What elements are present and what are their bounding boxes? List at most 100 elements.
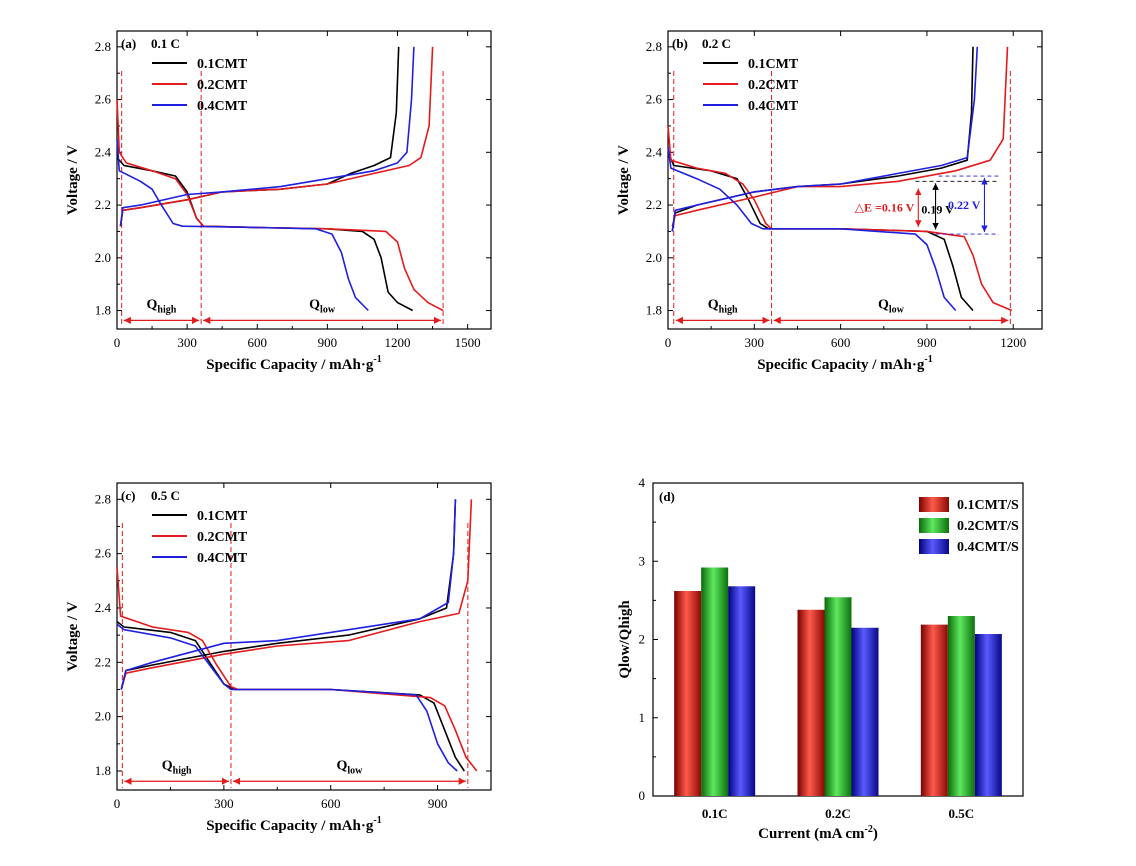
y-tick-label: 2.4 bbox=[95, 144, 112, 159]
y-tick-label: 2.0 bbox=[95, 709, 111, 724]
y-axis-label: Voltage / V bbox=[616, 145, 632, 215]
x-tick-label: 600 bbox=[248, 335, 268, 350]
q-label: Qlow bbox=[336, 758, 363, 776]
curve-0.4CMT-discharge bbox=[116, 623, 458, 772]
delta-e-label: △E =0.16 V bbox=[855, 201, 915, 215]
curve-0.2CMT-charge bbox=[120, 499, 473, 690]
panel-d-qlow-qhigh-bar-chart: 0 1 2 3 4 0.1C 0.2C 0.5C Current (mA cm-2) Qlow/Q… bbox=[617, 475, 1024, 842]
q-label-sub: high bbox=[719, 304, 738, 315]
curve-0.2CMT-charge bbox=[119, 46, 434, 227]
bar-0.2CMT/S-0.5C bbox=[947, 616, 975, 796]
x-tick-label: 900 bbox=[318, 335, 338, 350]
y-tick-label: 2.6 bbox=[95, 546, 112, 561]
x-axis-label: Specific Capacity / mAh·g-1 bbox=[206, 815, 381, 834]
legend-swatch-0.4CMT/S bbox=[919, 539, 949, 554]
legend-label: 0.2CMT bbox=[748, 78, 799, 93]
x-tick-label: 300 bbox=[745, 335, 765, 350]
legend-label: 0.4CMT bbox=[197, 99, 248, 114]
x-tick-label: 900 bbox=[917, 335, 937, 350]
curve-0.2CMT-discharge bbox=[116, 567, 478, 772]
y-tick-label: 3 bbox=[639, 553, 646, 568]
x-axis-label-sup: -1 bbox=[924, 354, 932, 365]
y-axis-label: Voltage / V bbox=[65, 145, 81, 215]
legend-label: 0.4CMT/S bbox=[957, 540, 1019, 555]
q-label-sub: low bbox=[320, 304, 336, 315]
delta-e-label: 0.19 V bbox=[921, 202, 954, 216]
y-tick-label: 2.8 bbox=[95, 491, 111, 506]
curve-0.1CMT-charge bbox=[120, 499, 457, 690]
y-tick-label: 2.2 bbox=[646, 197, 662, 212]
legend-label: 0.2CMT bbox=[197, 530, 248, 545]
x-tick-label: 1200 bbox=[385, 335, 411, 350]
panel-a-voltage-capacity-0.1C: 0 300 600 900 1200 1500 1.8 2.0 2.2 2.4 2.6 2.8 Spec… bbox=[65, 30, 492, 373]
q-label-main: Q bbox=[336, 758, 347, 773]
plot-frame bbox=[667, 30, 1043, 330]
legend-label: 0.2CMT bbox=[197, 78, 248, 93]
q-label-sub: high bbox=[173, 765, 192, 776]
bar-0.4CMT/S-0.5C bbox=[974, 634, 1002, 796]
x-axis-label-main: Current (mA cm bbox=[758, 826, 865, 842]
delta-e-label: 0.22 V bbox=[948, 198, 981, 212]
legend-label: 0.2CMT/S bbox=[957, 519, 1019, 534]
y-tick-label: 2.8 bbox=[646, 39, 662, 54]
q-label-main: Q bbox=[147, 297, 158, 312]
y-tick-label: 1.8 bbox=[95, 303, 111, 318]
q-label: Qlow bbox=[878, 297, 905, 315]
panel-label: (d) bbox=[659, 489, 675, 504]
y-axis-label: Voltage / V bbox=[65, 601, 81, 671]
curve-0.4CMT-discharge bbox=[667, 146, 957, 312]
x-tick-label: 0 bbox=[114, 335, 121, 350]
y-tick-label: 1.8 bbox=[95, 763, 111, 778]
y-tick-label: 0 bbox=[639, 788, 646, 803]
x-tick-label: 300 bbox=[214, 796, 234, 811]
y-axis-label: Qlow/Qhigh bbox=[617, 600, 633, 679]
y-tick-label: 2.8 bbox=[95, 39, 111, 54]
y-tick-label: 4 bbox=[639, 475, 646, 490]
rate-label: 0.5 C bbox=[151, 488, 180, 503]
curve-0.4CMT-charge bbox=[119, 46, 415, 227]
legend-label: 0.1CMT/S bbox=[957, 498, 1019, 513]
x-tick-label: 0.2C bbox=[825, 806, 851, 821]
y-tick-label: 2.4 bbox=[646, 144, 663, 159]
x-axis-label-sup: -2 bbox=[865, 824, 873, 835]
q-label: Qhigh bbox=[147, 297, 177, 315]
q-label-sub: low bbox=[347, 765, 363, 776]
x-tick-label: 0.1C bbox=[702, 806, 728, 821]
y-tick-label: 2 bbox=[639, 632, 646, 647]
curve-0.4CMT-charge bbox=[671, 46, 979, 232]
bar-0.1CMT/S-0.1C bbox=[674, 590, 702, 796]
y-tick-label: 2.6 bbox=[646, 92, 663, 107]
q-label: Qhigh bbox=[708, 297, 738, 315]
x-tick-label: 600 bbox=[831, 335, 851, 350]
curve-0.2CMT-charge bbox=[671, 46, 1009, 227]
plot-frame bbox=[116, 482, 492, 791]
rate-label: 0.2 C bbox=[702, 36, 731, 51]
x-axis-label: Specific Capacity / mAh·g-1 bbox=[206, 354, 381, 373]
panel-label: (c) bbox=[121, 488, 135, 503]
curve-0.1CMT-charge bbox=[119, 46, 400, 227]
x-tick-label: 1200 bbox=[1000, 335, 1026, 350]
x-tick-label: 900 bbox=[428, 796, 448, 811]
x-axis-label-main: Specific Capacity / mAh·g bbox=[206, 818, 374, 834]
y-tick-label: 1 bbox=[639, 710, 646, 725]
q-label-main: Q bbox=[162, 758, 173, 773]
legend-label: 0.4CMT bbox=[197, 551, 248, 566]
q-label: Qlow bbox=[309, 297, 336, 315]
x-axis-label-tail: ) bbox=[873, 826, 878, 842]
legend-swatch-0.1CMT/S bbox=[919, 497, 949, 512]
panel-b-voltage-capacity-0.2C: 0 300 600 900 1200 1.8 2.0 2.2 2.4 2.6 2.8 Specific… bbox=[616, 30, 1043, 373]
q-label-main: Q bbox=[309, 297, 320, 312]
bar-0.4CMT/S-0.2C bbox=[851, 627, 879, 796]
curve-0.4CMT-discharge bbox=[116, 139, 369, 312]
curve-0.1CMT-discharge bbox=[116, 157, 414, 312]
x-tick-label: 0 bbox=[114, 796, 121, 811]
x-tick-label: 600 bbox=[321, 796, 341, 811]
y-tick-label: 1.8 bbox=[646, 303, 662, 318]
y-tick-label: 2.0 bbox=[646, 250, 662, 265]
y-tick-label: 2.2 bbox=[95, 654, 111, 669]
rate-label: 0.1 C bbox=[151, 36, 180, 51]
y-tick-label: 2.4 bbox=[95, 600, 112, 615]
plot-frame bbox=[116, 30, 492, 330]
legend-label: 0.4CMT bbox=[748, 99, 799, 114]
